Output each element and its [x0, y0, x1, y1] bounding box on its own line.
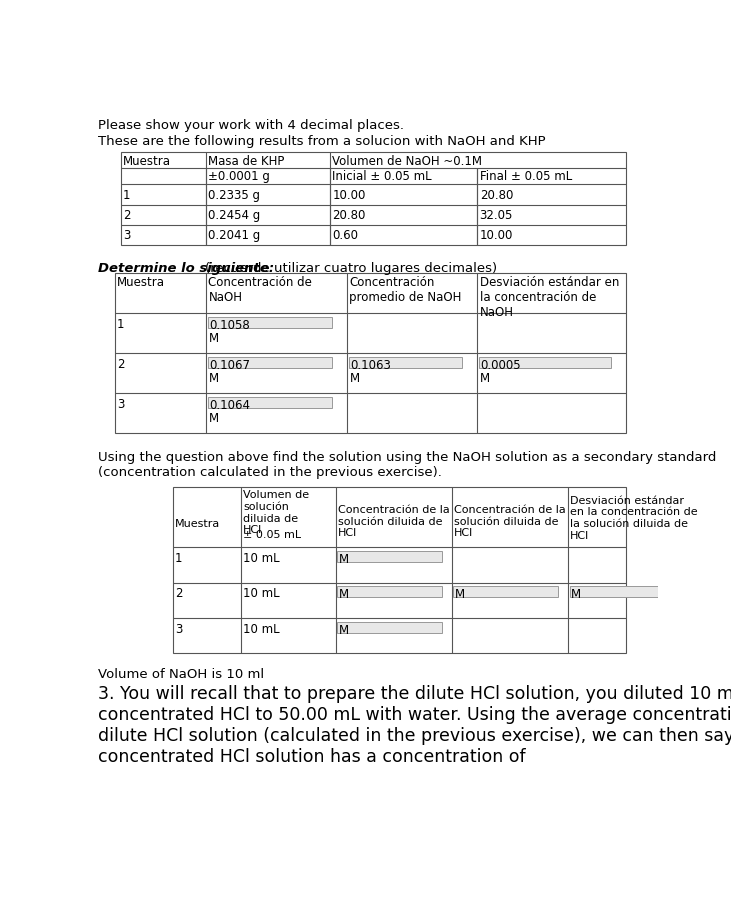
Text: Using the question above find the solution using the NaOH solution as a secondar: Using the question above find the soluti…	[97, 451, 716, 479]
Text: Please show your work with 4 decimal places.: Please show your work with 4 decimal pla…	[97, 119, 404, 132]
Text: M: M	[208, 412, 219, 424]
Text: Masa de KHP: Masa de KHP	[208, 154, 285, 167]
Text: Concentración de la
solución diluida de
HCl: Concentración de la solución diluida de …	[454, 505, 566, 537]
Text: 1: 1	[117, 318, 124, 330]
Text: 0.2454 g: 0.2454 g	[208, 209, 261, 222]
Text: 3. You will recall that to prepare the dilute HCl solution, you diluted 10 mL of: 3. You will recall that to prepare the d…	[97, 684, 731, 765]
Text: M: M	[571, 588, 581, 600]
Bar	[208, 318, 332, 329]
Bar	[349, 358, 462, 368]
Text: 32.05: 32.05	[480, 209, 513, 222]
Bar	[337, 552, 442, 563]
Text: 1: 1	[175, 552, 183, 564]
Text: 2: 2	[123, 209, 131, 222]
Text: M: M	[349, 371, 360, 385]
Text: ±0.0001 g: ±0.0001 g	[208, 170, 270, 183]
Text: Concentración
promedio de NaOH: Concentración promedio de NaOH	[349, 276, 462, 304]
Text: Concentración de
NaOH: Concentración de NaOH	[208, 276, 312, 304]
Text: 3: 3	[175, 622, 183, 635]
Text: 0.2041 g: 0.2041 g	[208, 229, 261, 242]
Text: ± 0.05 mL: ± 0.05 mL	[243, 530, 301, 540]
Bar	[173, 488, 626, 654]
Bar	[453, 587, 558, 598]
Text: M: M	[208, 331, 219, 344]
Text: M: M	[338, 588, 349, 600]
Text: 3: 3	[117, 397, 124, 411]
Text: 20.80: 20.80	[480, 189, 513, 202]
Text: 1: 1	[123, 189, 131, 202]
Text: M: M	[208, 371, 219, 385]
Text: 0.2335 g: 0.2335 g	[208, 189, 260, 202]
Text: Concentración de la
solución diluida de
HCl: Concentración de la solución diluida de …	[338, 505, 450, 537]
Text: M: M	[455, 588, 465, 600]
Text: 0.1067: 0.1067	[209, 358, 250, 371]
Text: Desviación estándar en
la concentración de
NaOH: Desviación estándar en la concentración …	[480, 276, 619, 319]
Bar	[337, 622, 442, 633]
Bar	[337, 587, 442, 598]
Text: 10.00: 10.00	[333, 189, 366, 202]
Text: 10 mL: 10 mL	[243, 552, 280, 564]
Text: M: M	[480, 371, 490, 385]
Text: Volumen de NaOH ~0.1M: Volumen de NaOH ~0.1M	[333, 154, 482, 167]
Text: 2: 2	[117, 358, 124, 370]
Text: 10.00: 10.00	[480, 229, 513, 242]
Text: 10 mL: 10 mL	[243, 587, 280, 600]
Text: Muestra: Muestra	[117, 276, 165, 289]
Text: 10 mL: 10 mL	[243, 622, 280, 635]
Text: Inicial ± 0.05 mL: Inicial ± 0.05 mL	[333, 170, 432, 183]
Text: Determine lo siguiente:: Determine lo siguiente:	[97, 262, 273, 275]
Text: 0.60: 0.60	[333, 229, 358, 242]
Text: Muestra: Muestra	[122, 154, 170, 167]
Bar	[479, 358, 610, 368]
Text: M: M	[338, 623, 349, 636]
Text: Final ± 0.05 mL: Final ± 0.05 mL	[480, 170, 572, 183]
Text: M: M	[338, 552, 349, 565]
Bar	[115, 274, 626, 433]
Text: Muestra: Muestra	[175, 518, 220, 528]
Text: Volume of NaOH is 10 ml: Volume of NaOH is 10 ml	[97, 667, 264, 681]
Text: 20.80: 20.80	[333, 209, 366, 222]
Text: 0.1063: 0.1063	[350, 358, 391, 371]
Bar	[208, 358, 332, 368]
Text: 0.1064: 0.1064	[209, 398, 250, 411]
Text: 0.1058: 0.1058	[209, 319, 250, 331]
Bar	[569, 587, 697, 598]
Text: Desviación estándar
en la concentración de
la solución diluida de
HCl: Desviación estándar en la concentración …	[570, 495, 698, 540]
Bar	[121, 153, 626, 246]
Text: Volumen de
solución
diluida de
HCl: Volumen de solución diluida de HCl	[243, 489, 309, 535]
Text: 0.0005: 0.0005	[480, 358, 521, 371]
Text: 3: 3	[123, 229, 131, 242]
Bar	[208, 397, 332, 408]
Text: These are the following results from a solucion with NaOH and KHP: These are the following results from a s…	[97, 135, 545, 147]
Text: (recuerde utilizar cuatro lugares decimales): (recuerde utilizar cuatro lugares decima…	[205, 262, 496, 275]
Text: 2: 2	[175, 587, 183, 600]
